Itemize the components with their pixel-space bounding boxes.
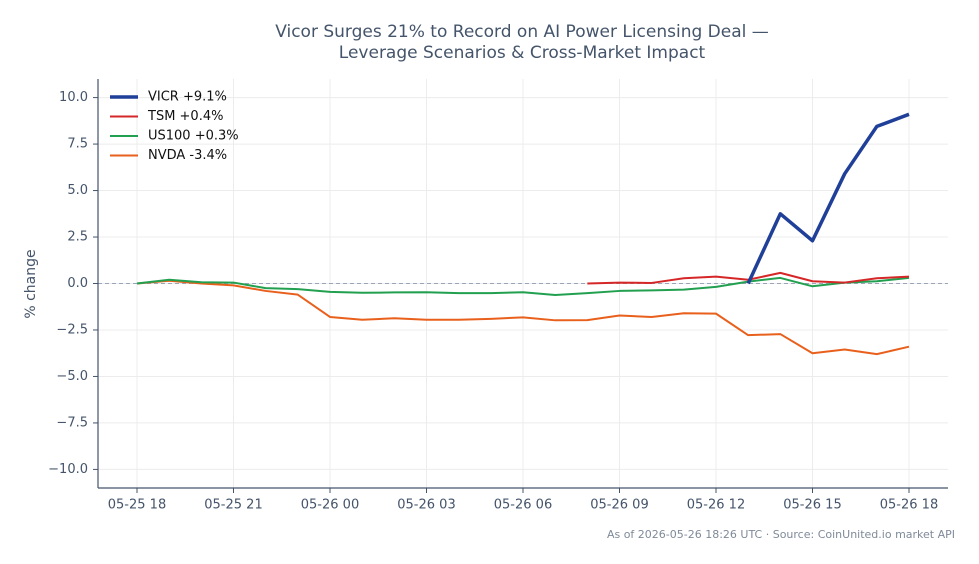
x-tick-label: 05-26 09 <box>590 498 648 513</box>
y-tick-label: 0.0 <box>67 276 88 291</box>
series-line <box>746 112 910 285</box>
y-tick-label: −10.0 <box>48 462 88 477</box>
x-tick-label: 05-25 18 <box>108 498 166 513</box>
y-tick-label: −5.0 <box>56 369 88 384</box>
y-tick-label: −7.5 <box>56 415 88 430</box>
legend-label: TSM +0.4% <box>147 109 223 124</box>
x-tick-label: 05-26 00 <box>301 498 359 513</box>
x-tick-label: 05-26 03 <box>397 498 455 513</box>
x-tick-label: 05-25 21 <box>204 498 262 513</box>
legend-label: VICR +9.1% <box>148 90 227 105</box>
x-tick-label: 05-26 06 <box>494 498 552 513</box>
y-tick-label: 2.5 <box>67 230 88 245</box>
legend-label: NVDA -3.4% <box>148 148 227 163</box>
y-tick-label: 5.0 <box>67 183 88 198</box>
y-tick-label: 10.0 <box>59 90 88 105</box>
x-tick-label: 05-26 18 <box>880 498 938 513</box>
series-line <box>136 276 910 297</box>
y-axis-label: % change <box>23 249 39 318</box>
y-tick-label: 7.5 <box>67 137 88 152</box>
footnote: As of 2026-05-26 18:26 UTC · Source: Coi… <box>607 528 955 541</box>
chart-title: Vicor Surges 21% to Record on AI Power L… <box>275 22 769 42</box>
y-tick-label: −2.5 <box>56 322 88 337</box>
legend: VICR +9.1% TSM +0.4% US100 +0.3% NVDA -3.4% <box>110 90 239 163</box>
legend-label: US100 +0.3% <box>148 129 239 144</box>
x-tick-label: 05-26 12 <box>687 498 745 513</box>
x-tick-label: 05-26 15 <box>783 498 841 513</box>
chart-title: Leverage Scenarios & Cross-Market Impact <box>339 43 706 63</box>
series-line <box>136 279 910 356</box>
